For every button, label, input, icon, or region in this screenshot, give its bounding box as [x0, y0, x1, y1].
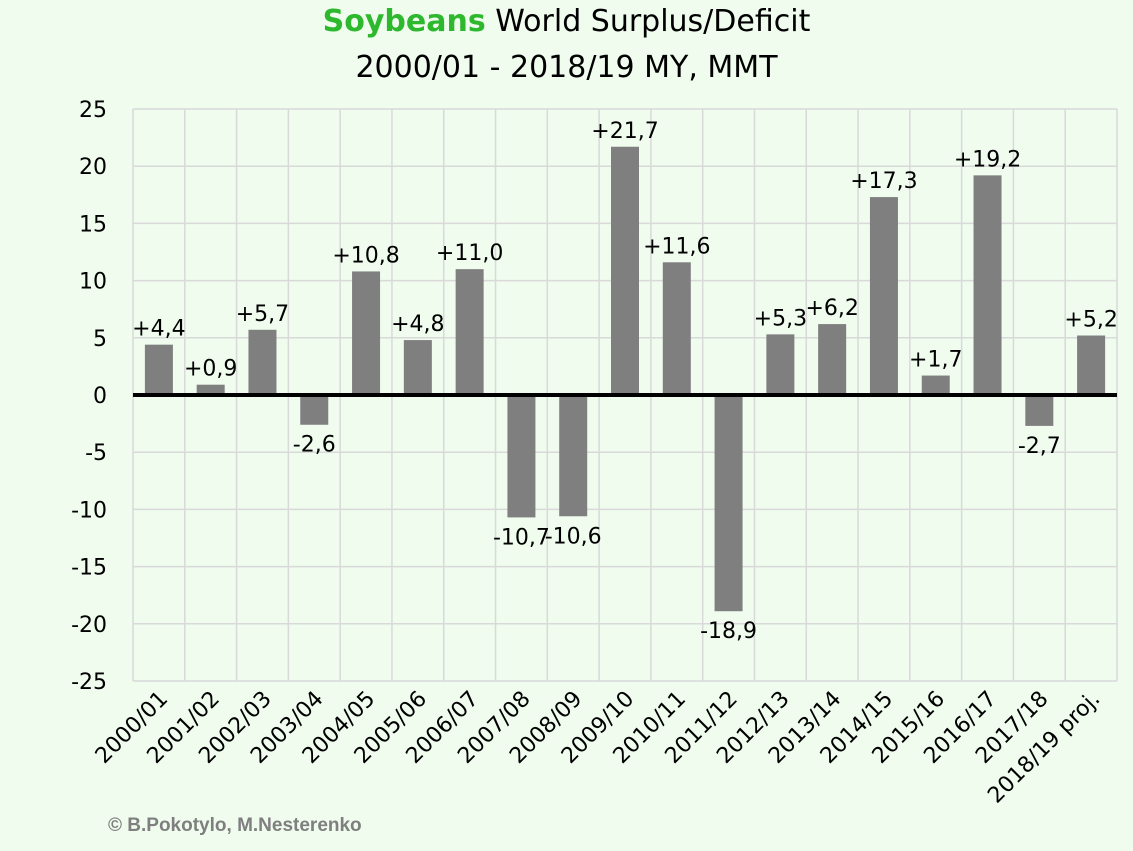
data-label: -18,9: [700, 619, 757, 644]
chart-subtitle: 2000/01 - 2018/19 MY, MMT: [355, 50, 778, 85]
bar: [818, 324, 847, 395]
bar: [766, 334, 795, 395]
data-label: +21,7: [591, 119, 658, 144]
y-tick-label: -25: [71, 670, 107, 695]
y-tick-label: 10: [79, 270, 107, 295]
data-label: +4,8: [391, 312, 444, 337]
bar: [611, 146, 639, 395]
bar: [144, 344, 173, 395]
bar: [300, 395, 329, 425]
y-tick-label: 15: [79, 212, 107, 237]
data-label: +17,3: [850, 169, 917, 194]
bar: [352, 271, 381, 395]
data-label: +19,2: [954, 147, 1021, 172]
data-label: -2,6: [293, 433, 336, 458]
bar: [1025, 395, 1054, 426]
data-label: -2,7: [1018, 434, 1061, 459]
bar: [662, 262, 691, 395]
y-tick-label: 0: [93, 384, 107, 409]
bar: [921, 375, 950, 395]
data-label: -10,7: [493, 525, 550, 550]
data-label: +6,2: [805, 296, 858, 321]
y-tick-label: 5: [93, 327, 107, 352]
data-label: +5,2: [1064, 308, 1117, 333]
copyright-credit: © B.Pokotylo, M.Nesterenko: [108, 815, 362, 836]
data-label: -10,6: [545, 524, 602, 549]
bar: [559, 395, 588, 517]
data-label: +5,3: [754, 306, 807, 331]
data-label: +1,7: [909, 348, 962, 373]
bar: [455, 269, 484, 395]
y-tick-label: -10: [71, 498, 107, 523]
bar: [973, 175, 1002, 395]
y-tick-label: -5: [85, 441, 107, 466]
chart-title-highlight: Soybeans: [322, 4, 486, 39]
bar: [403, 340, 432, 395]
bar: [248, 329, 277, 395]
y-tick-label: -20: [71, 613, 107, 638]
data-label: +0,9: [184, 357, 237, 382]
y-tick-label: 25: [79, 98, 107, 123]
bar: [196, 384, 225, 395]
data-label: +4,4: [132, 317, 185, 342]
bar: [714, 395, 743, 612]
data-label: +11,6: [643, 234, 710, 259]
y-tick-label: 20: [79, 155, 107, 180]
bar: [1077, 335, 1106, 395]
y-tick-label: -15: [71, 556, 107, 581]
data-label: +10,8: [332, 243, 399, 268]
chart-title-rest: World Surplus/Deficit: [495, 4, 811, 39]
chart-title-line-1: Soybeans World Surplus/Deficit: [0, 4, 1133, 39]
data-label: +5,7: [236, 302, 289, 327]
data-label: +11,0: [436, 241, 503, 266]
bar: [507, 395, 536, 518]
bar: [869, 197, 898, 395]
